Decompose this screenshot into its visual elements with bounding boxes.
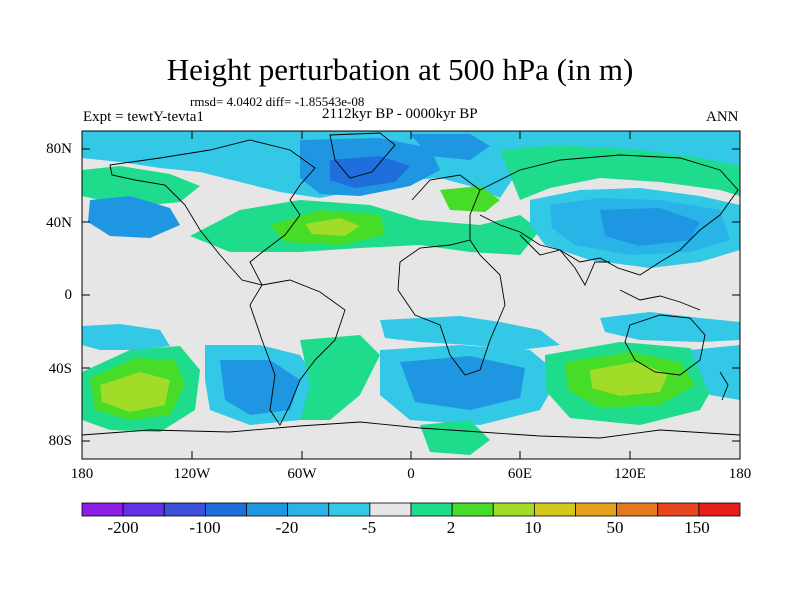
lon-tick-label-120w: 120W (173, 466, 211, 482)
contour-siberia-positive (500, 145, 740, 200)
coast-antarctica (82, 421, 740, 439)
experiment-label: Expt = tewtY-tevta1 (83, 109, 204, 125)
coast-new-zealand (719, 371, 729, 401)
contour-fills (82, 131, 740, 455)
lon-tick-label-180w: 180 (70, 466, 94, 482)
colorbar-swatch (492, 502, 535, 517)
contour-europe-positive (440, 186, 500, 212)
contour-s-pacific-positive-core (100, 372, 170, 412)
coast-north-america (109, 139, 316, 286)
coastlines (82, 132, 740, 439)
lon-ticks (191, 131, 631, 459)
colorbar-swatch (616, 502, 659, 517)
colorbar (81, 502, 741, 517)
colorbar-swatch (287, 502, 330, 517)
coast-asia (479, 154, 739, 276)
colorbar-swatch (369, 502, 412, 517)
chart-title: Height perturbation at 500 hPa (in m) (166, 52, 634, 87)
contour-north-atlantic-core (330, 156, 410, 188)
lon-tick-label-180e: 180 (728, 466, 752, 482)
colorbar-swatch (328, 502, 371, 517)
coast-greenland (329, 132, 396, 179)
contour-s-indian-positive-core (590, 362, 668, 396)
colorbar-label: 10 (524, 518, 542, 537)
colorbar-swatch (204, 502, 247, 517)
colorbar-label: 50 (606, 518, 624, 537)
lon-tick-label-0: 0 (407, 466, 415, 482)
colorbar-swatch (163, 502, 206, 517)
colorbar-swatch (410, 502, 453, 517)
contour-s-atlantic-band (380, 316, 560, 350)
coast-indonesia (619, 289, 701, 311)
colorbar-swatch (122, 502, 165, 517)
contour-alaska-positive (82, 166, 200, 206)
rmsd-diff-stats: rmsd= 4.0402 diff= -1.85543e-08 (190, 94, 365, 109)
colorbar-swatch (81, 502, 124, 517)
colorbar-swatch (451, 502, 494, 517)
colorbar-label: -5 (361, 518, 377, 537)
lat-tick-label-80s: 80S (48, 433, 72, 449)
lon-tick-label-60e: 60E (507, 466, 533, 482)
contour-pacific-negative (88, 196, 180, 238)
contour-s-atlantic-positive (300, 335, 380, 420)
contour-arctic-patch (410, 134, 490, 160)
colorbar-swatch (698, 502, 741, 517)
coast-india (519, 234, 610, 286)
contour-asia-negative-core (600, 208, 700, 246)
lat-tick-label-40n: 40N (46, 215, 72, 231)
coast-europe-africa (397, 174, 506, 376)
colorbar-swatch (657, 502, 700, 517)
colorbar-swatch (246, 502, 289, 517)
period-label: 2112kyr BP - 0000kyr BP (322, 106, 478, 122)
colorbar-swatch (533, 502, 576, 517)
colorbar-label: 150 (684, 518, 710, 537)
coast-australia (624, 314, 706, 376)
lon-tick-label-60w: 60W (287, 466, 317, 482)
colorbar-label: 2 (446, 518, 456, 537)
contour-s-pacific-band (82, 324, 170, 350)
coast-south-america (249, 279, 346, 426)
contour-atlantic-midlat-core (305, 218, 360, 236)
colorbar-label: -200 (107, 518, 139, 537)
contour-s-africa-negative-core (400, 356, 525, 410)
lat-tick-label-80n: 80N (46, 141, 72, 157)
colorbar-label: -100 (189, 518, 221, 537)
lat-tick-label-40s: 40S (48, 361, 72, 377)
colorbar-label: -20 (275, 518, 299, 537)
lat-tick-label-0: 0 (64, 287, 73, 303)
colorbar-swatch (575, 502, 618, 517)
season-label: ANN (706, 109, 739, 125)
lat-ticks (82, 148, 740, 442)
lon-tick-label-120e: 120E (614, 466, 646, 482)
contour-s-america-negative-core (220, 360, 300, 415)
